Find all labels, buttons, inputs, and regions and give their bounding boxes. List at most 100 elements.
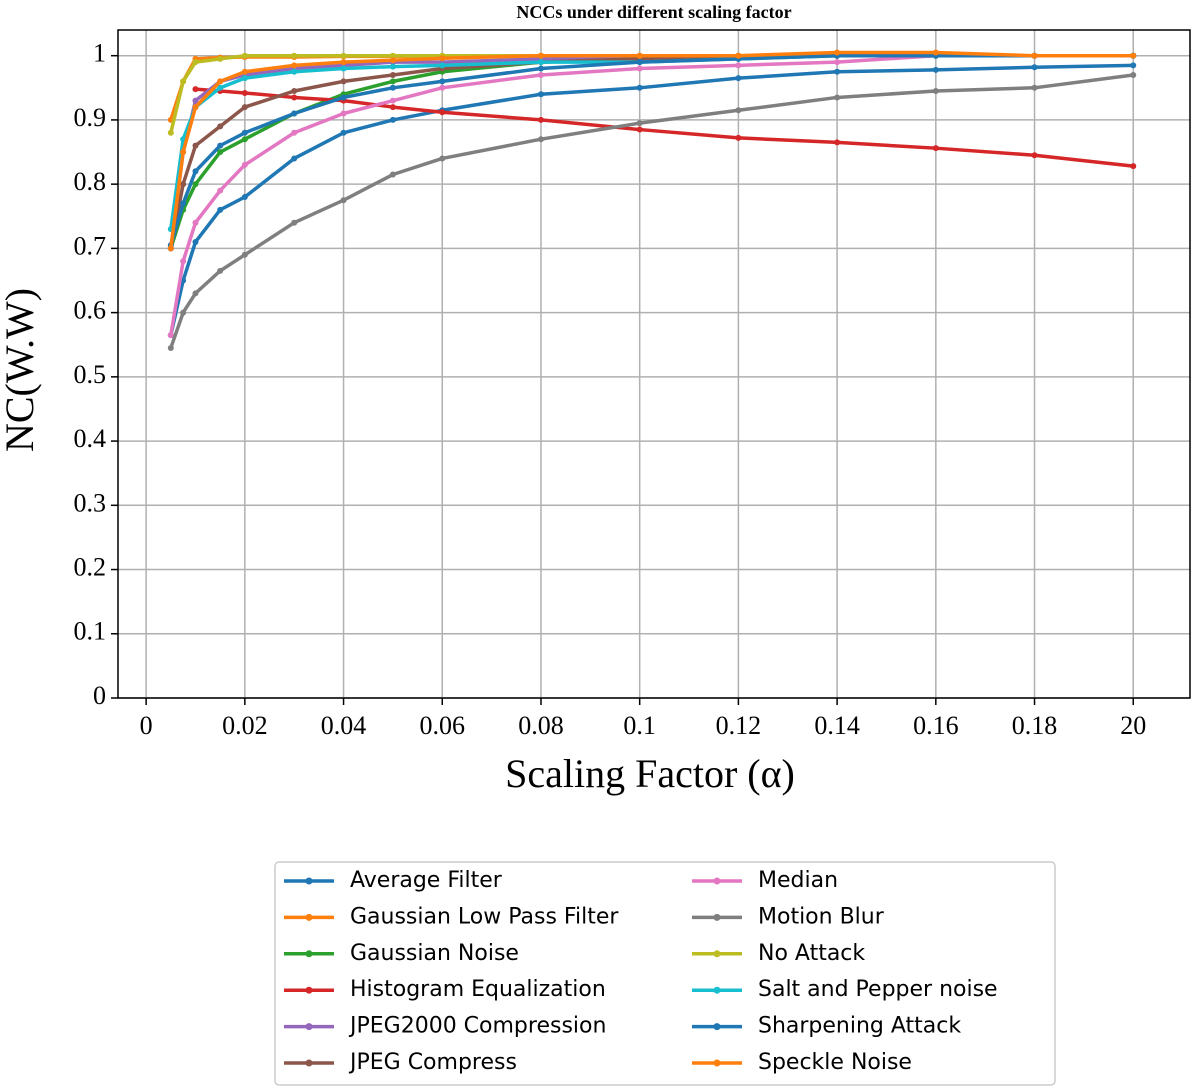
point-marker bbox=[217, 142, 224, 149]
point-marker bbox=[834, 68, 841, 75]
legend-label: Motion Blur bbox=[758, 904, 885, 929]
x-tick-label: 0.18 bbox=[1012, 711, 1058, 740]
point-marker bbox=[167, 332, 174, 339]
legend-label: JPEG Compress bbox=[348, 1050, 517, 1075]
point-marker bbox=[241, 104, 248, 111]
y-tick-label: 0.6 bbox=[74, 296, 107, 325]
point-marker bbox=[389, 78, 396, 85]
point-marker bbox=[291, 88, 298, 95]
x-tick-label: 20 bbox=[1120, 711, 1146, 740]
point-marker bbox=[180, 258, 187, 265]
y-tick-label: 0.1 bbox=[74, 617, 107, 646]
point-marker bbox=[241, 75, 248, 82]
legend-marker bbox=[713, 986, 721, 994]
legend-label: JPEG2000 Compression bbox=[348, 1014, 606, 1039]
point-marker bbox=[217, 206, 224, 213]
point-marker bbox=[537, 52, 544, 59]
legend-marker bbox=[713, 1023, 721, 1031]
point-marker bbox=[439, 155, 446, 162]
legend-marker bbox=[305, 913, 313, 921]
point-marker bbox=[389, 104, 396, 111]
legend-marker bbox=[713, 913, 721, 921]
legend-label: Average Filter bbox=[350, 868, 503, 893]
point-marker bbox=[389, 57, 396, 64]
legend-marker bbox=[305, 986, 313, 994]
point-marker bbox=[932, 145, 939, 152]
y-tick-label: 1 bbox=[93, 39, 106, 68]
point-marker bbox=[340, 65, 347, 72]
point-marker bbox=[167, 344, 174, 351]
legend-frame bbox=[274, 861, 1056, 1086]
point-marker bbox=[389, 171, 396, 178]
point-marker bbox=[241, 89, 248, 96]
x-tick-label: 0.1 bbox=[623, 711, 656, 740]
legend-marker bbox=[305, 950, 313, 958]
legend-marker bbox=[713, 1059, 721, 1067]
series-line bbox=[169, 53, 1134, 246]
point-marker bbox=[537, 136, 544, 143]
x-tick-label: 0.12 bbox=[716, 711, 762, 740]
point-marker bbox=[167, 245, 174, 252]
point-marker bbox=[636, 52, 643, 59]
point-marker bbox=[636, 65, 643, 72]
point-marker bbox=[217, 55, 224, 62]
x-tick-label: 0.14 bbox=[814, 711, 860, 740]
point-marker bbox=[439, 109, 446, 116]
point-marker bbox=[241, 136, 248, 143]
point-marker bbox=[291, 68, 298, 75]
point-marker bbox=[192, 97, 199, 104]
point-marker bbox=[834, 94, 841, 101]
point-marker bbox=[180, 200, 187, 207]
x-tick-label: 0.08 bbox=[518, 711, 564, 740]
point-marker bbox=[389, 84, 396, 91]
legend-marker bbox=[305, 877, 313, 885]
point-marker bbox=[241, 194, 248, 200]
y-tick-label: 0.4 bbox=[74, 424, 107, 453]
point-marker bbox=[439, 78, 446, 85]
point-marker bbox=[291, 129, 298, 136]
series-line bbox=[169, 53, 1134, 336]
point-marker bbox=[735, 62, 742, 69]
point-marker bbox=[192, 168, 199, 175]
legend-label: Gaussian Low Pass Filter bbox=[350, 904, 619, 929]
point-marker bbox=[291, 52, 298, 59]
x-tick-label: 0.06 bbox=[420, 711, 466, 740]
point-marker bbox=[192, 238, 199, 245]
point-marker bbox=[636, 126, 643, 133]
point-marker bbox=[834, 139, 841, 146]
x-tick-label: 0.16 bbox=[913, 711, 959, 740]
y-tick-label: 0.8 bbox=[74, 167, 107, 196]
point-marker bbox=[735, 134, 742, 141]
point-marker bbox=[180, 181, 187, 188]
point-marker bbox=[241, 129, 248, 136]
point-marker bbox=[389, 52, 396, 59]
point-marker bbox=[180, 149, 187, 156]
point-marker bbox=[180, 78, 187, 85]
y-axis-label: NC(W.W) bbox=[0, 288, 42, 452]
point-marker bbox=[1130, 52, 1137, 59]
point-marker bbox=[1031, 52, 1038, 59]
point-marker bbox=[439, 55, 446, 62]
point-marker bbox=[389, 63, 396, 70]
point-marker bbox=[932, 66, 939, 73]
point-marker bbox=[340, 197, 347, 204]
point-marker bbox=[291, 155, 298, 162]
chart-title: NCCs under different scaling factor bbox=[516, 2, 791, 22]
point-marker bbox=[340, 129, 347, 136]
point-marker bbox=[192, 142, 199, 149]
point-marker bbox=[217, 267, 224, 274]
point-marker bbox=[932, 88, 939, 95]
point-marker bbox=[389, 97, 396, 104]
point-marker bbox=[180, 309, 187, 316]
point-marker bbox=[1031, 152, 1038, 159]
point-marker bbox=[1130, 62, 1137, 69]
point-marker bbox=[192, 59, 199, 66]
point-marker bbox=[291, 110, 298, 117]
point-marker bbox=[636, 59, 643, 66]
point-marker bbox=[340, 110, 347, 117]
point-marker bbox=[217, 187, 224, 194]
point-marker bbox=[439, 62, 446, 69]
point-marker bbox=[537, 116, 544, 123]
point-marker bbox=[217, 123, 224, 130]
